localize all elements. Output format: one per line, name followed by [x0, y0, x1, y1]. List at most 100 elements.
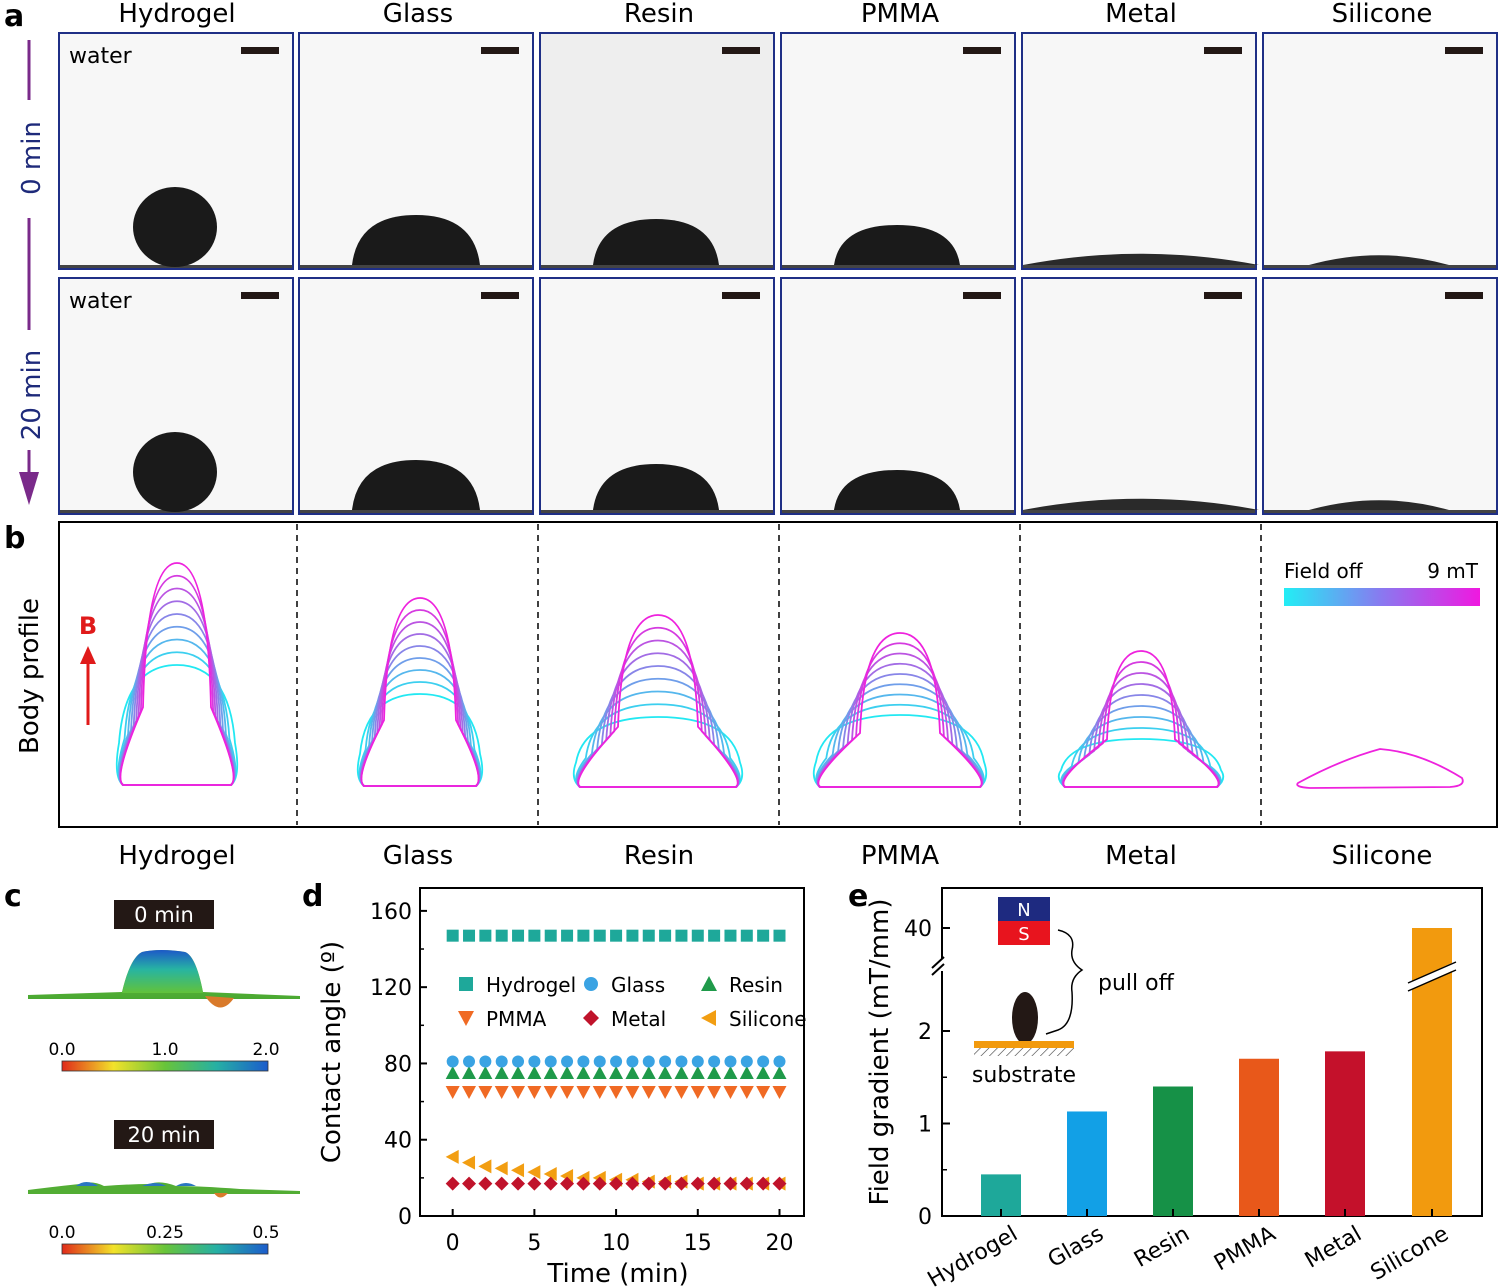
row-label-0min: 0 min [17, 121, 47, 195]
legend-label: Metal [611, 1007, 666, 1031]
point-glass [561, 1055, 574, 1068]
point-resin [609, 1065, 624, 1079]
point-pmma [494, 1086, 509, 1100]
point-pmma [756, 1086, 771, 1100]
profile-contour [572, 716, 744, 788]
water-droplet [1309, 500, 1449, 510]
point-hydrogel [528, 929, 541, 942]
panel-label-e: e [848, 879, 868, 914]
profile-contour [118, 638, 236, 786]
water-droplet [352, 460, 480, 510]
profile-panel-frame [58, 521, 1498, 828]
header-glass: Glass [383, 0, 453, 29]
water-droplet [834, 470, 960, 510]
bar-metal [1325, 1051, 1365, 1216]
point-hydrogel [740, 929, 753, 942]
point-pmma [462, 1086, 477, 1100]
point-glass [626, 1055, 639, 1068]
point-silicone [478, 1159, 492, 1174]
chart-d-frame [419, 887, 805, 1217]
x-tick-label: 0 [446, 1231, 460, 1256]
point-pmma [739, 1086, 754, 1100]
point-glass [740, 1055, 753, 1068]
point-metal [494, 1176, 509, 1191]
point-silicone [462, 1155, 476, 1170]
point-pmma [690, 1086, 705, 1100]
scale-bar [1204, 292, 1242, 299]
point-pmma [511, 1086, 526, 1100]
point-resin [592, 1065, 607, 1079]
point-glass [577, 1055, 590, 1068]
profile-contour [1296, 748, 1464, 789]
x-tick-label: 15 [684, 1231, 712, 1256]
point-glass [773, 1055, 786, 1068]
magnet-north [998, 897, 1050, 921]
droplet-image [1021, 277, 1259, 515]
point-hydrogel [512, 929, 525, 942]
legend-label: Glass [611, 973, 665, 997]
footer-pmma: PMMA [861, 841, 940, 871]
x-tick-label: Glass [1044, 1222, 1108, 1273]
point-glass [708, 1055, 721, 1068]
surface-map-0min: 0 min 0.0 1.0 2.0 [28, 900, 300, 1072]
profile-contour [119, 562, 235, 786]
y-tick-label: 0 [398, 1205, 412, 1230]
point-metal [723, 1176, 738, 1191]
profile-contour [576, 677, 740, 788]
point-silicone [511, 1163, 525, 1178]
scale-bar [722, 292, 760, 299]
profile-contour [119, 600, 235, 786]
point-hydrogel [642, 929, 655, 942]
profile-contour [1062, 650, 1220, 788]
colorbar-left-label: Field off [1284, 559, 1364, 583]
profile-contour [817, 632, 983, 788]
point-metal [592, 1176, 607, 1191]
point-pmma [543, 1086, 558, 1100]
legend-marker-pmma [458, 1011, 474, 1026]
legend-marker-hydrogel [459, 977, 473, 991]
point-resin [462, 1065, 477, 1079]
magnet-south-label: S [1018, 924, 1029, 945]
legend-label: PMMA [486, 1007, 547, 1031]
bar-resin [1153, 1086, 1193, 1216]
droplet-image [539, 32, 775, 270]
footer-resin: Resin [624, 841, 694, 871]
x-tick-label: Metal [1301, 1222, 1366, 1274]
point-glass [495, 1055, 508, 1068]
point-metal [462, 1176, 477, 1191]
surface-map-20min: 20 min 0.0 0.25 0.5 [28, 1120, 300, 1255]
map-scale-0min-max: 2.0 [252, 1040, 279, 1060]
column-headers-top: Hydrogel Glass Resin PMMA Metal Silicone [118, 0, 1432, 29]
map-time-20min: 20 min [128, 1123, 201, 1147]
point-resin [445, 1065, 460, 1079]
point-glass [512, 1055, 525, 1068]
point-resin [494, 1065, 509, 1079]
point-resin [756, 1065, 771, 1079]
header-metal: Metal [1105, 0, 1177, 29]
x-tick-label: Resin [1130, 1222, 1194, 1273]
point-glass [724, 1055, 737, 1068]
profile-contour [816, 683, 984, 788]
droplet-image [1262, 277, 1498, 515]
point-resin [772, 1065, 787, 1079]
point-pmma [674, 1086, 689, 1100]
colorbar-right-label: 9 mT [1427, 559, 1479, 583]
header-pmma: PMMA [861, 0, 940, 29]
panel-label-c: c [4, 879, 22, 914]
point-metal [478, 1176, 493, 1191]
point-pmma [445, 1086, 460, 1100]
point-hydrogel [675, 929, 688, 942]
panel-label-d: d [302, 879, 323, 914]
magnet-north-label: N [1017, 900, 1030, 921]
droplet-image: water [58, 32, 294, 270]
point-silicone [494, 1161, 508, 1176]
y-tick-label: 40 [384, 1129, 412, 1154]
y-tick-label: 1 [918, 1113, 932, 1138]
heat-scale-0min [61, 1060, 269, 1072]
profile-contour [816, 693, 984, 788]
map-scale-20min-min: 0.0 [48, 1223, 75, 1243]
point-resin [576, 1065, 591, 1079]
profile-contour [1062, 672, 1220, 788]
x-tick-label: 5 [527, 1231, 541, 1256]
